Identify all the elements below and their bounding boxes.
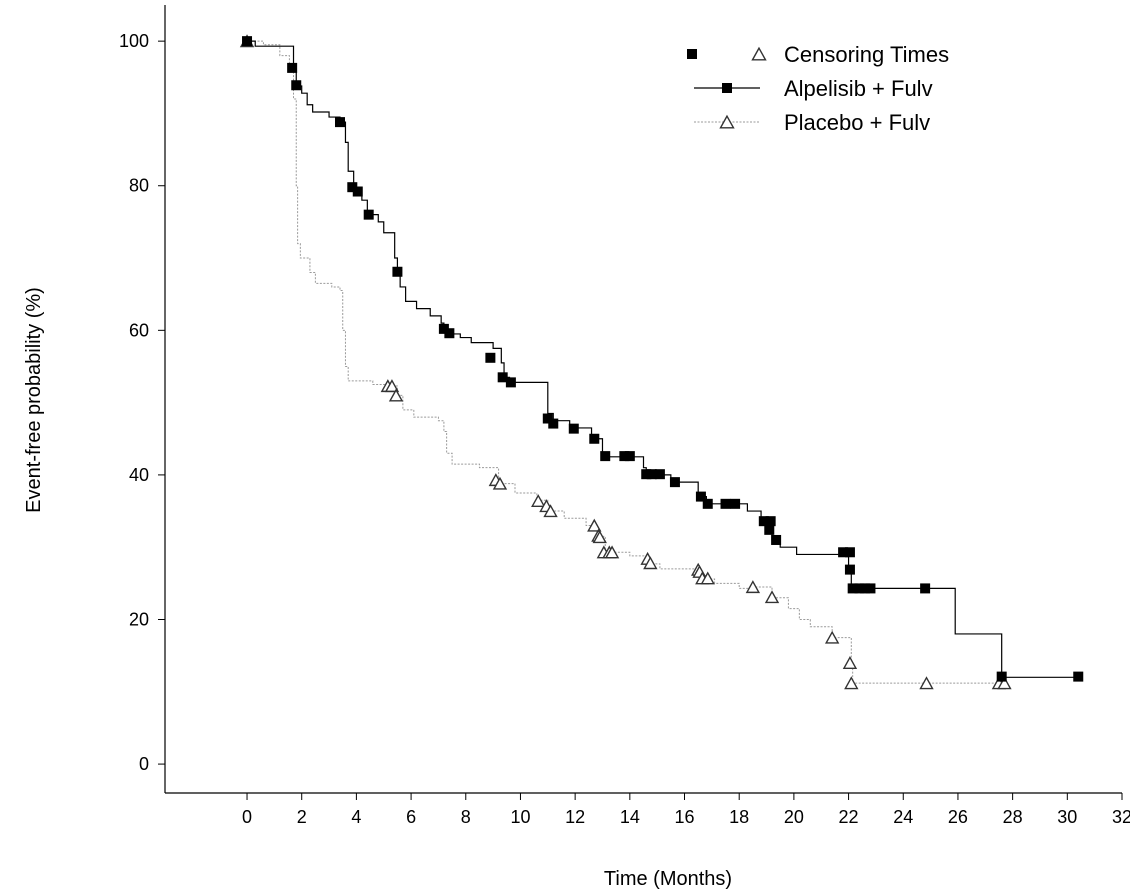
censor-marker xyxy=(764,524,775,535)
censor-marker xyxy=(730,498,741,509)
censor-marker xyxy=(844,547,855,558)
censor-marker xyxy=(438,323,449,334)
censor-marker xyxy=(700,571,715,585)
x-tick-label: 14 xyxy=(620,807,640,827)
censor-marker xyxy=(643,556,658,570)
censor-marker xyxy=(589,433,600,444)
censor-marker xyxy=(1073,671,1084,682)
x-tick-label: 4 xyxy=(351,807,361,827)
censor-marker xyxy=(492,476,508,490)
y-tick-label: 0 xyxy=(139,754,149,774)
x-tick-label: 2 xyxy=(297,807,307,827)
y-tick-label: 20 xyxy=(129,609,149,629)
censor-marker xyxy=(859,583,870,594)
censor-marker xyxy=(824,630,840,644)
x-tick-label: 32 xyxy=(1112,807,1130,827)
censor-marker xyxy=(865,583,876,594)
censor-marker xyxy=(641,469,652,480)
y-axis-title: Event-free probability (%) xyxy=(23,287,45,513)
censor-marker xyxy=(619,451,630,462)
censor-marker xyxy=(287,62,298,73)
series-placebo xyxy=(239,34,1012,690)
x-axis-title: Time (Months) xyxy=(604,868,732,890)
censor-marker xyxy=(919,676,934,690)
censor-marker xyxy=(592,530,607,544)
x-tick-label: 12 xyxy=(565,807,585,827)
censor-marker xyxy=(392,266,403,277)
censor-marker xyxy=(388,388,404,402)
series-line xyxy=(247,40,1008,684)
censor-marker xyxy=(542,413,553,424)
legend-censor-square xyxy=(687,49,697,59)
x-tick-label: 6 xyxy=(406,807,416,827)
censor-marker xyxy=(997,676,1012,690)
x-tick-label: 16 xyxy=(674,807,694,827)
x-tick-label: 24 xyxy=(893,807,913,827)
censor-marker xyxy=(568,423,579,434)
censor-marker xyxy=(838,547,849,558)
censor-marker xyxy=(497,372,508,383)
y-tick-label: 40 xyxy=(129,465,149,485)
censor-marker xyxy=(695,491,706,502)
censor-marker xyxy=(847,583,858,594)
x-tick-label: 30 xyxy=(1057,807,1077,827)
censor-marker xyxy=(485,352,496,363)
censor-marker xyxy=(384,379,400,393)
censor-marker xyxy=(543,504,558,518)
censor-marker xyxy=(531,494,546,508)
censor-marker xyxy=(765,516,776,527)
censor-marker xyxy=(669,477,680,488)
censor-marker xyxy=(587,518,602,532)
y-tick-label: 100 xyxy=(119,31,149,51)
x-tick-label: 28 xyxy=(1003,807,1023,827)
series-alpelisib xyxy=(242,36,1084,682)
x-tick-label: 0 xyxy=(242,807,252,827)
censor-marker xyxy=(646,469,657,480)
legend-placebo-marker xyxy=(719,114,735,129)
censor-marker xyxy=(702,498,713,509)
y-tick-label: 80 xyxy=(129,176,149,196)
legend-censor-label: Censoring Times xyxy=(784,42,949,67)
censor-marker xyxy=(624,451,635,462)
series-layer xyxy=(239,34,1084,690)
censor-marker xyxy=(920,583,931,594)
censor-marker xyxy=(242,36,253,47)
x-tick-label: 8 xyxy=(461,807,471,827)
censor-marker xyxy=(548,418,559,429)
censor-marker xyxy=(291,80,302,91)
censor-marker xyxy=(844,564,855,575)
censor-marker xyxy=(347,182,358,193)
censor-marker xyxy=(600,451,611,462)
censor-marker xyxy=(844,676,859,690)
legend-censor-triangle xyxy=(751,46,767,61)
censor-marker xyxy=(505,377,516,388)
axes: 0 2 4 6 8 10 12 14 16 18 20 22 24 26 28 30 3202040608010… xyxy=(119,5,1130,827)
x-tick-label: 10 xyxy=(510,807,530,827)
x-tick-label: 20 xyxy=(784,807,804,827)
censor-marker xyxy=(996,671,1007,682)
censor-marker xyxy=(444,328,455,339)
censor-marker xyxy=(758,516,769,527)
censor-marker xyxy=(854,583,865,594)
censor-marker xyxy=(654,469,665,480)
legend-alpelisib-label: Alpelisib + Fulv xyxy=(784,76,933,101)
legend-placebo-label: Placebo + Fulv xyxy=(784,110,930,135)
x-tick-label: 18 xyxy=(729,807,749,827)
censor-marker xyxy=(363,209,374,220)
censor-marker xyxy=(771,534,782,545)
series-line xyxy=(247,40,1079,678)
censor-marker xyxy=(842,656,858,669)
x-tick-label: 22 xyxy=(839,807,859,827)
y-tick-label: 60 xyxy=(129,320,149,340)
censor-marker xyxy=(352,186,363,197)
censor-marker xyxy=(720,498,731,509)
censor-marker xyxy=(334,117,345,128)
legend: Censoring Times Alpelisib + Fulv Placebo +… xyxy=(687,42,949,135)
censor-marker xyxy=(764,590,780,604)
legend-alpelisib-marker xyxy=(722,83,732,93)
censor-marker xyxy=(604,545,620,559)
x-tick-label: 26 xyxy=(948,807,968,827)
censor-marker xyxy=(745,580,761,594)
